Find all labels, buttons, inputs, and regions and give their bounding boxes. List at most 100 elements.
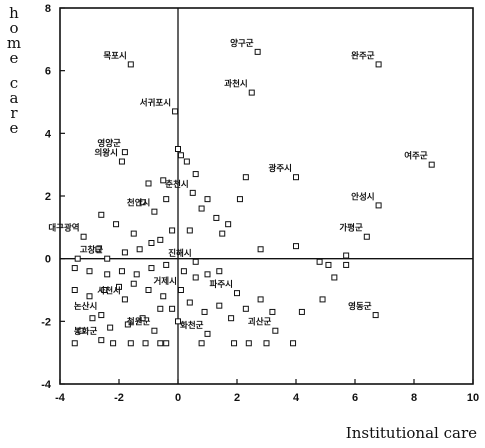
data-point [136,246,143,253]
data-point [177,287,184,293]
data-point [121,249,128,256]
data-point [372,312,379,319]
point-label: 파주시 [210,279,233,290]
data-point [236,196,243,203]
data-point [139,315,146,322]
data-point [428,161,435,168]
data-point [263,340,270,347]
tick-labels: -4 -2 0 2 4 6 8 10 -4 -2 0 2 4 6 8 [41,3,479,404]
data-point [363,233,370,240]
data-point [198,205,205,212]
data-point [192,274,199,281]
point-label: 논산시 [74,301,97,312]
data-point [113,221,120,228]
data-point [98,211,105,218]
data-point [157,305,164,312]
point-label: 광주시 [269,163,292,174]
data-point [290,340,297,347]
x-tick-label: -4 [55,392,66,404]
point-label: 과천시 [224,79,247,90]
data-point [157,340,164,347]
data-point [298,308,305,315]
data-point [192,258,199,265]
data-point [198,340,205,347]
data-point [71,265,78,272]
x-tick-label: 4 [293,392,300,404]
data-point [145,287,152,293]
y-tick-label: 6 [45,66,51,78]
data-point [257,296,264,303]
data-points [71,48,435,347]
data-point [104,255,111,262]
point-label: 서귀포시 [140,97,171,108]
y-axis-label-line-1: home [5,4,23,64]
point-label: 진해시 [168,248,191,259]
data-point [180,268,187,275]
data-point [375,61,382,68]
point-label: 거제시 [153,276,176,287]
data-point [71,340,78,347]
data-point [343,261,350,268]
data-point [189,189,196,196]
data-point [245,340,252,347]
data-point [151,208,158,215]
y-tick-label: 2 [45,191,51,203]
data-point [160,177,167,184]
x-tick-label: -2 [114,392,124,404]
data-point [234,290,240,297]
data-point [148,240,155,246]
point-label: 사천시 [97,285,120,296]
y-axis-label: home care [5,4,24,134]
data-point [148,265,155,272]
data-point [242,305,249,312]
data-point [192,171,199,178]
data-point [74,255,81,262]
point-label: 고창군 [80,245,104,256]
point-label: 의왕시 [94,148,117,159]
data-point [133,271,140,278]
data-point [269,308,276,315]
data-point [163,340,170,347]
data-point [331,274,338,281]
data-point [139,199,146,206]
data-point [151,327,158,334]
point-label: 괴산군 [248,317,272,328]
data-point [118,268,125,275]
y-tick-label: 8 [45,3,51,15]
point-label: 양구군 [230,38,254,49]
data-point [257,246,264,253]
data-point [225,221,232,228]
point-label: 목포시 [103,51,126,61]
data-point [77,327,84,334]
data-point [89,315,96,322]
data-point [316,258,323,265]
data-point [169,305,176,312]
data-point [116,283,122,290]
data-point [98,337,105,344]
data-point [95,246,102,253]
data-point [98,312,105,319]
data-point [201,308,208,315]
data-point [130,230,137,237]
data-point [160,293,167,300]
x-tick-label: 10 [467,392,479,404]
data-point [172,108,179,115]
data-point [272,327,279,334]
data-point [121,296,128,303]
data-point [101,287,108,293]
data-point [204,330,211,337]
data-point [228,315,235,322]
x-tick-label: 0 [175,392,181,404]
data-point [124,321,131,328]
data-point [163,261,170,268]
point-label: 영양군 [97,138,121,149]
data-point [204,271,211,278]
data-point [231,340,238,347]
point-label: 완주군 [351,50,375,61]
point-label: 대구광역 [48,223,79,234]
y-tick-label: 4 [45,128,52,140]
data-point [118,158,125,165]
point-label: 철원군 [127,317,151,328]
point-label: 천안시 [127,198,150,209]
